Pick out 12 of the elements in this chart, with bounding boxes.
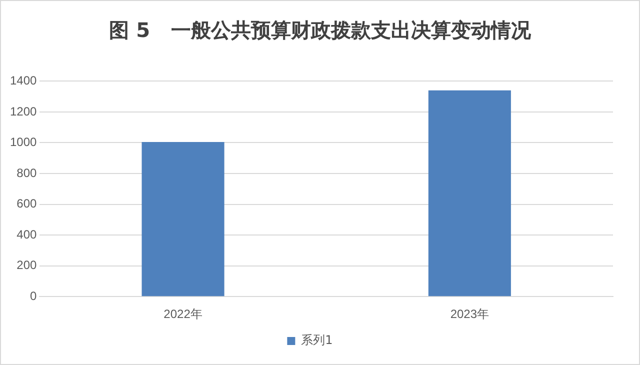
y-tick-label: 400 xyxy=(16,227,38,242)
y-tick-label: 200 xyxy=(16,258,38,272)
legend-label: 系列1 xyxy=(301,333,333,348)
chart-title: 图 5 一般公共预算财政拨款支出决算变动情况 xyxy=(108,17,532,44)
y-tick-label: 1200 xyxy=(10,104,38,118)
x-tick-label: 2022年 xyxy=(164,307,202,322)
y-tick-label: 600 xyxy=(16,196,38,211)
y-tick-label: 1400 xyxy=(10,74,38,88)
y-tick-label: 1000 xyxy=(10,135,38,150)
x-tick-label: 2023年 xyxy=(450,307,490,322)
y-tick-label: 800 xyxy=(16,166,38,180)
y-tick-label: 0 xyxy=(30,288,38,303)
